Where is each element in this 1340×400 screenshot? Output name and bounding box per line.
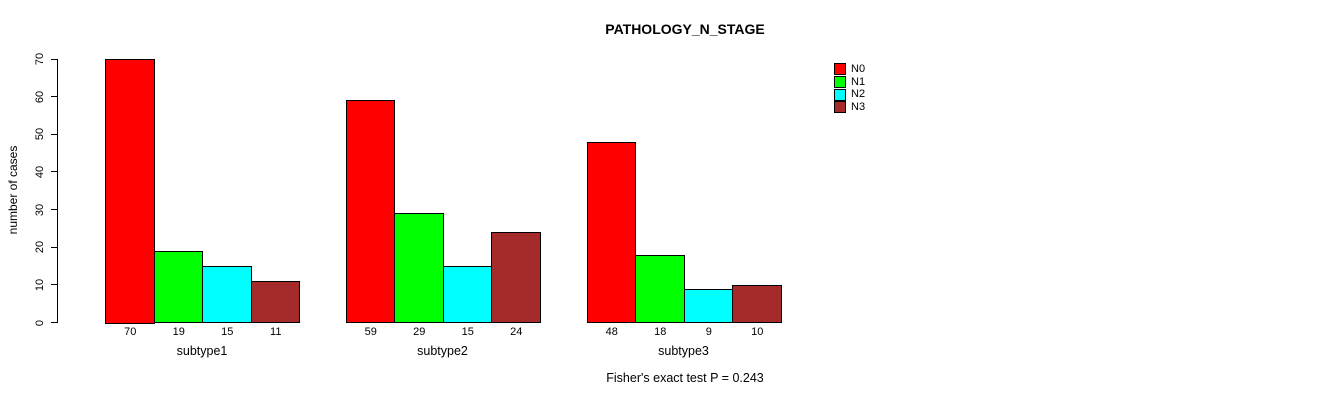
bar-value-label: 29 <box>413 326 426 338</box>
bar-n2-subtype3 <box>683 288 733 324</box>
legend-item-n2: N2 <box>834 88 865 101</box>
y-axis-tick <box>51 284 57 286</box>
legend: N0 N1 N2 N3 <box>834 63 865 114</box>
y-axis-tick-label: 70 <box>34 52 46 66</box>
bar-value-label: 15 <box>461 326 474 338</box>
y-axis-tick <box>51 96 57 98</box>
chart-title: PATHOLOGY_N_STAGE <box>605 21 765 37</box>
y-axis-tick <box>51 133 57 135</box>
bar-value-label: 48 <box>605 326 618 338</box>
bar-value-label: 15 <box>221 326 234 338</box>
bar-n2-subtype2 <box>442 266 492 324</box>
y-axis-tick-label: 50 <box>34 128 46 141</box>
bar-n1-subtype3 <box>635 254 685 324</box>
legend-label: N2 <box>851 88 866 101</box>
bar-value-label: 9 <box>705 326 712 338</box>
legend-item-n1: N1 <box>834 76 865 89</box>
y-axis-tick <box>51 209 57 211</box>
bar-value-label: 10 <box>751 326 764 338</box>
legend-item-n0: N0 <box>834 63 865 76</box>
bar-value-label: 24 <box>510 326 523 338</box>
legend-label: N3 <box>851 100 866 113</box>
bar-n3-subtype3 <box>732 284 782 324</box>
bar-n3-subtype1 <box>250 281 300 324</box>
x-axis-category-label: subtype3 <box>658 344 709 358</box>
y-axis-tick-label: 30 <box>34 203 46 216</box>
legend-label: N1 <box>851 75 866 88</box>
legend-swatch-n1 <box>834 76 846 89</box>
bar-value-label: 70 <box>124 326 137 338</box>
y-axis-label: number of cases <box>6 145 20 235</box>
legend-label: N0 <box>851 62 866 75</box>
y-axis-tick-label: 20 <box>34 241 46 254</box>
bar-n0-subtype1 <box>105 59 155 324</box>
y-axis-tick-label: 40 <box>34 165 46 179</box>
bar-n2-subtype1 <box>202 266 252 324</box>
bar-n0-subtype3 <box>586 141 636 324</box>
bar-n0-subtype2 <box>345 100 395 324</box>
x-axis-category-label: subtype1 <box>176 344 228 358</box>
y-axis-line <box>57 59 58 323</box>
footnote-text: Fisher's exact test P = 0.243 <box>606 371 764 385</box>
y-axis-tick-label: 0 <box>34 319 46 326</box>
bar-value-label: 11 <box>270 326 282 338</box>
y-axis-tick <box>51 58 57 60</box>
bar-n3-subtype2 <box>491 232 541 324</box>
y-axis-tick <box>51 322 57 323</box>
legend-swatch-n2 <box>834 88 846 101</box>
y-axis-tick-label: 10 <box>34 278 46 291</box>
bar-value-label: 18 <box>654 326 667 338</box>
legend-item-n3: N3 <box>834 101 865 114</box>
bar-n1-subtype1 <box>153 250 203 324</box>
x-axis-category-label: subtype2 <box>417 344 468 358</box>
y-axis-tick-label: 60 <box>34 90 46 103</box>
bar-value-label: 19 <box>172 326 185 338</box>
bar-n1-subtype2 <box>394 213 444 324</box>
y-axis-tick <box>51 246 57 248</box>
legend-swatch-n3 <box>834 101 846 114</box>
bar-value-label: 59 <box>364 326 377 338</box>
y-axis-tick <box>51 171 57 173</box>
legend-swatch-n0 <box>834 63 846 76</box>
